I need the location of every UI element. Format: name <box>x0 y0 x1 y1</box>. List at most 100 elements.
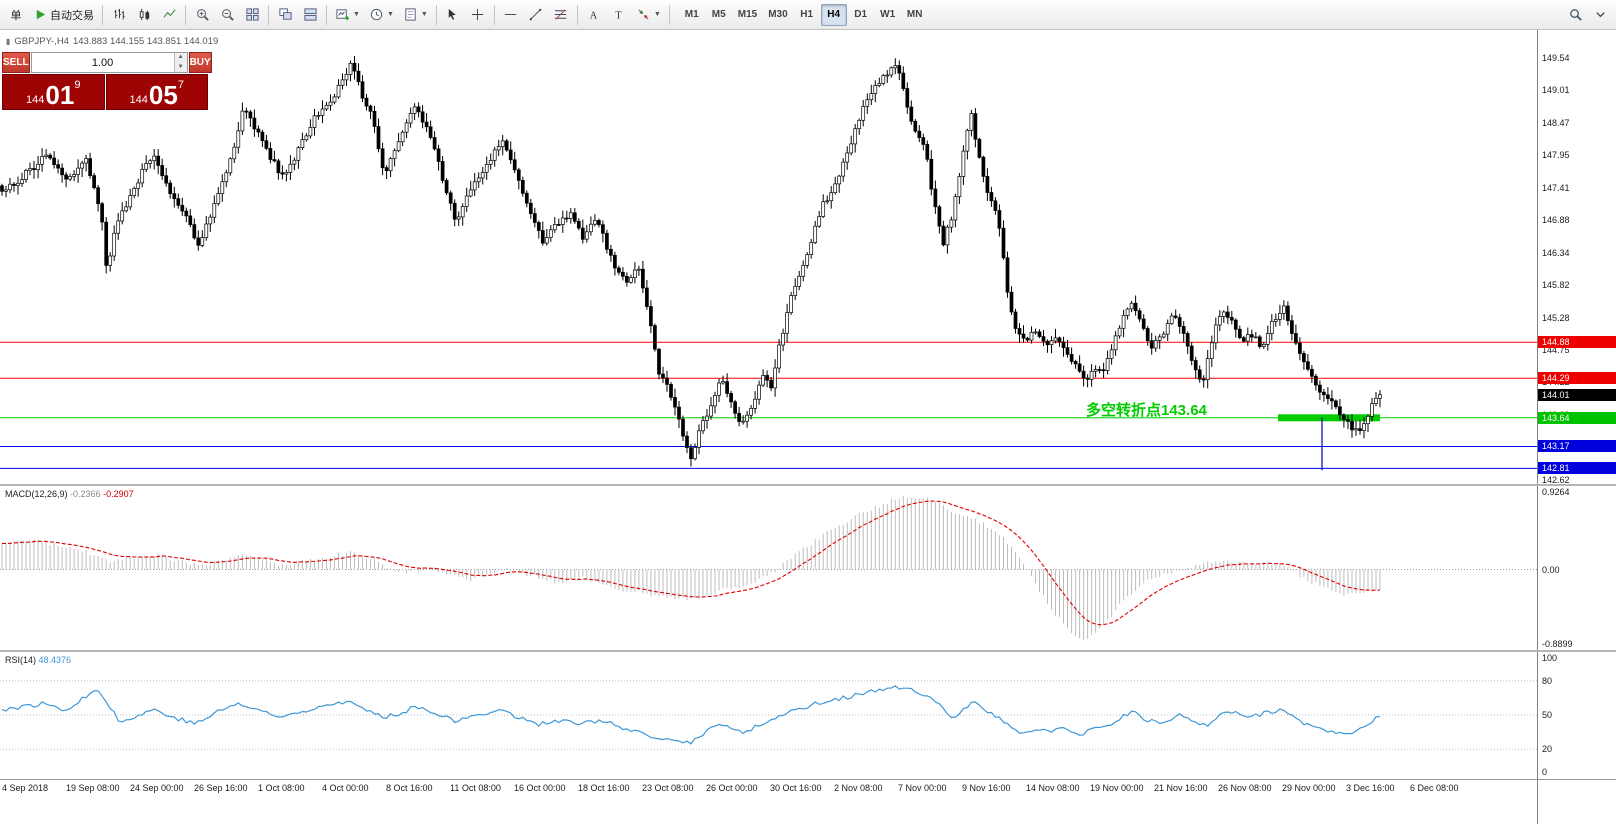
price-badge-144.01: 144.01 <box>1538 389 1616 401</box>
horizontal-line-icon <box>503 7 518 22</box>
time-axis-label: 21 Nov 16:00 <box>1154 783 1208 793</box>
time-axis-label: 23 Oct 08:00 <box>642 783 694 793</box>
zoom-out-button[interactable] <box>215 3 239 27</box>
price-tick-label: 145.82 <box>1542 280 1570 290</box>
pivot-annotation-text[interactable]: 多空转折点143.64 <box>1086 402 1207 419</box>
macd-signal-value: -0.2907 <box>103 489 134 499</box>
time-axis-label: 8 Oct 16:00 <box>386 783 433 793</box>
arrows-tool-button[interactable]: ▼ <box>632 3 665 27</box>
rsi-indicator-canvas[interactable] <box>0 652 1537 779</box>
cursor-tool-button[interactable] <box>441 3 465 27</box>
candlestick-mode-button[interactable] <box>132 3 156 27</box>
chart-period-button[interactable]: ▼ <box>365 3 398 27</box>
time-axis-label: 26 Sep 16:00 <box>194 783 248 793</box>
svg-text:A: A <box>590 10 598 21</box>
macd-indicator-canvas[interactable] <box>0 486 1537 650</box>
dropdown-arrow-icon: ▼ <box>386 11 394 18</box>
search-icon <box>1568 7 1583 22</box>
timeframe-m15-button[interactable]: M15 <box>737 9 758 20</box>
price-axis[interactable]: 149.54 149.01 148.47 147.95 147.41 146.88 146.… <box>1537 30 1616 824</box>
line-chart-mode-button[interactable] <box>157 3 181 27</box>
chart-template-button[interactable]: ▼ <box>399 3 432 27</box>
tile-horizontally-button[interactable] <box>298 3 322 27</box>
new-order-button[interactable]: 单 <box>4 3 28 27</box>
trendline-tool-button[interactable] <box>524 3 548 27</box>
candlestick-icon <box>137 7 152 22</box>
price-badge-143.17: 143.17 <box>1538 440 1616 452</box>
timeframe-d1-button[interactable]: D1 <box>854 9 868 20</box>
volume-input[interactable] <box>31 53 174 72</box>
auto-trading-button[interactable]: 自动交易 <box>29 3 98 27</box>
quick-panel-button[interactable] <box>1588 3 1612 27</box>
price-chart-canvas[interactable] <box>0 30 1537 484</box>
price-tick-label: 149.54 <box>1542 53 1570 63</box>
timeframe-h4-button[interactable]: H4 <box>820 3 847 26</box>
time-axis-label: 16 Oct 00:00 <box>514 783 566 793</box>
time-axis-label: 4 Sep 2018 <box>2 783 49 793</box>
macd-panel-splitter[interactable] <box>0 484 1616 486</box>
buy-button[interactable]: BUY <box>188 52 212 73</box>
timeframe-m30-button[interactable]: M30 <box>768 9 788 20</box>
crosshair-tool-button[interactable] <box>466 3 490 27</box>
trade-panel-controls: SELL ▲ ▼ BUY <box>2 52 212 73</box>
time-axis-label: 19 Nov 00:00 <box>1090 783 1144 793</box>
price-tick-label: 146.88 <box>1542 215 1570 225</box>
time-axis-label: 29 Nov 00:00 <box>1282 783 1336 793</box>
time-axis-label: 14 Nov 08:00 <box>1026 783 1080 793</box>
text-tool-button[interactable]: A <box>582 3 606 27</box>
timeframe-mn-button[interactable]: MN <box>906 9 923 20</box>
macd-tick-label: -0.8899 <box>1542 639 1573 649</box>
clock-icon <box>369 7 384 22</box>
price-badge-144.29: 144.29 <box>1538 372 1616 384</box>
text-label-tool-button[interactable]: T <box>607 3 631 27</box>
timeframe-toolbar: M1 M5 M15 M30 H1 H4 D1 W1 MN <box>679 3 928 26</box>
horizontal-line-tool-button[interactable] <box>499 3 523 27</box>
buy-price-big-figure: 144 <box>129 94 148 106</box>
rsi-tick-label: 0 <box>1542 767 1548 777</box>
zoom-in-button[interactable] <box>190 3 214 27</box>
crosshair-icon <box>470 7 485 22</box>
rsi-tick-label: 80 <box>1542 676 1553 686</box>
time-axis-label: 7 Nov 00:00 <box>898 783 947 793</box>
fibonacci-tool-button[interactable] <box>549 3 573 27</box>
price-tick-label: 146.34 <box>1542 248 1570 258</box>
timeframe-m5-button[interactable]: M5 <box>711 9 726 20</box>
dropdown-arrow-icon: ▼ <box>353 11 360 18</box>
price-tick-label: 145.28 <box>1542 313 1570 323</box>
macd-indicator-label: MACD(12,26,9) -0.2366 -0.2907 <box>5 489 134 499</box>
rsi-panel-splitter[interactable] <box>0 650 1616 652</box>
buy-price-pips: 05 <box>148 80 178 110</box>
volume-up-button[interactable]: ▲ <box>174 53 187 63</box>
macd-tick-label: 0.9264 <box>1542 487 1570 497</box>
sell-price-big-figure: 144 <box>26 94 45 106</box>
time-axis-label: 3 Dec 16:00 <box>1346 783 1395 793</box>
macd-name: MACD(12,26,9) <box>5 489 68 499</box>
line-chart-icon <box>162 7 177 22</box>
time-axis[interactable]: 4 Sep 2018 19 Sep 08:00 24 Sep 00:00 26 Sep… <box>0 780 1537 802</box>
price-tick-label: 147.95 <box>1542 150 1570 160</box>
sell-price-display[interactable]: 144 01 9 <box>2 74 105 110</box>
sell-button[interactable]: SELL <box>2 52 30 73</box>
bar-chart-mode-button[interactable] <box>107 3 131 27</box>
tile-windows-button[interactable] <box>240 3 264 27</box>
cascade-windows-button[interactable] <box>273 3 297 27</box>
price-tick-label: 149.01 <box>1542 85 1570 95</box>
timeframe-m1-button[interactable]: M1 <box>684 9 699 20</box>
dropdown-arrow-icon: ▼ <box>420 11 428 18</box>
search-button[interactable] <box>1563 3 1587 27</box>
volume-down-button[interactable]: ▼ <box>174 62 187 72</box>
ohlc-bars-icon <box>112 7 127 22</box>
auto-trading-label: 自动交易 <box>50 9 94 22</box>
timeframe-w1-button[interactable]: W1 <box>880 9 896 20</box>
buy-price-point: 7 <box>177 79 184 91</box>
timeframe-h1-button[interactable]: H1 <box>800 9 814 20</box>
time-axis-label: 4 Oct 00:00 <box>322 783 369 793</box>
toolbar-separator <box>326 4 327 25</box>
buy-price-display[interactable]: 144 05 7 <box>105 74 208 110</box>
new-chart-button[interactable]: ▼ <box>331 3 364 27</box>
price-tick-label: 142.62 <box>1542 475 1570 485</box>
time-axis-border <box>0 779 1616 780</box>
time-axis-label: 30 Oct 16:00 <box>770 783 822 793</box>
toolbar-separator <box>576 4 578 25</box>
macd-value: -0.2366 <box>70 489 101 499</box>
